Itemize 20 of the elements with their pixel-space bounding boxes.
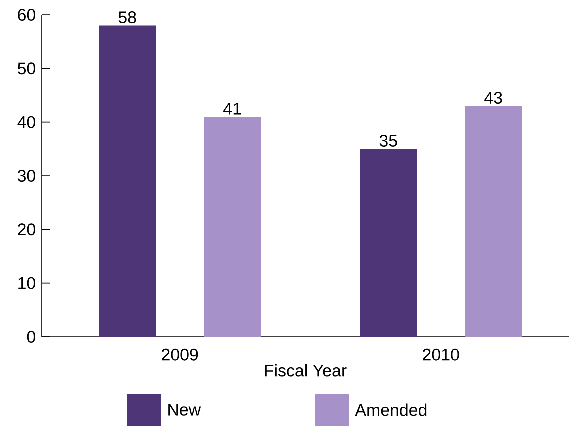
bar: [360, 149, 418, 337]
x-tick-label: 2010: [423, 348, 460, 361]
y-tick-label: 60: [18, 9, 36, 22]
data-label: 43: [484, 92, 502, 104]
legend-label: New: [168, 404, 202, 416]
y-tick-label: 50: [18, 62, 36, 75]
bar: [465, 106, 522, 337]
x-axis-title: Fiscal Year: [265, 364, 347, 377]
bar: [204, 116, 262, 337]
data-label: 41: [224, 103, 242, 115]
bar: [99, 26, 156, 337]
y-tick-label: 30: [18, 170, 36, 182]
y-tick-label: 40: [18, 116, 36, 128]
y-tick-label: 0: [27, 331, 36, 343]
y-tick-label: 10: [18, 277, 36, 290]
x-tick-label: 2009: [162, 348, 198, 361]
data-label: 35: [380, 134, 398, 147]
data-label: 58: [118, 12, 136, 24]
y-tick-label: 20: [18, 224, 36, 236]
legend-label: Amended: [355, 404, 427, 416]
